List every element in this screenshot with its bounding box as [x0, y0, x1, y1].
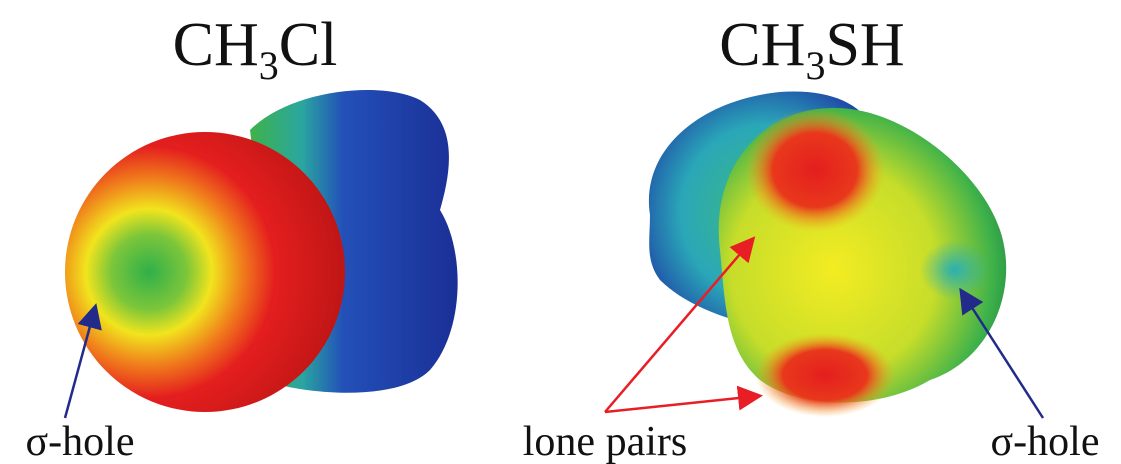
title-rest: SH [825, 11, 904, 79]
title-subscript: 3 [259, 43, 279, 88]
sigma-hole-label: σ-hole [991, 419, 1100, 464]
left-title: CH3Cl [173, 11, 338, 88]
lone-pair-region [755, 333, 895, 417]
right-title: CH3SH [719, 11, 904, 88]
chlorine-sphere [65, 132, 345, 412]
title-rest: Cl [279, 11, 338, 79]
figure: CH3Cl σ-hole CH3SH lone pairs σ-hole [0, 0, 1121, 464]
lone-pair-region [745, 108, 885, 232]
arrow [962, 292, 1043, 418]
title-subscript: 3 [805, 43, 825, 88]
title-base: CH [719, 11, 805, 79]
lone-pairs-label: lone pairs [523, 419, 687, 464]
sigma-hole-label: σ-hole [26, 419, 135, 464]
title-base: CH [173, 11, 259, 79]
sigma-hole-region [920, 240, 990, 300]
arrow [605, 396, 758, 412]
